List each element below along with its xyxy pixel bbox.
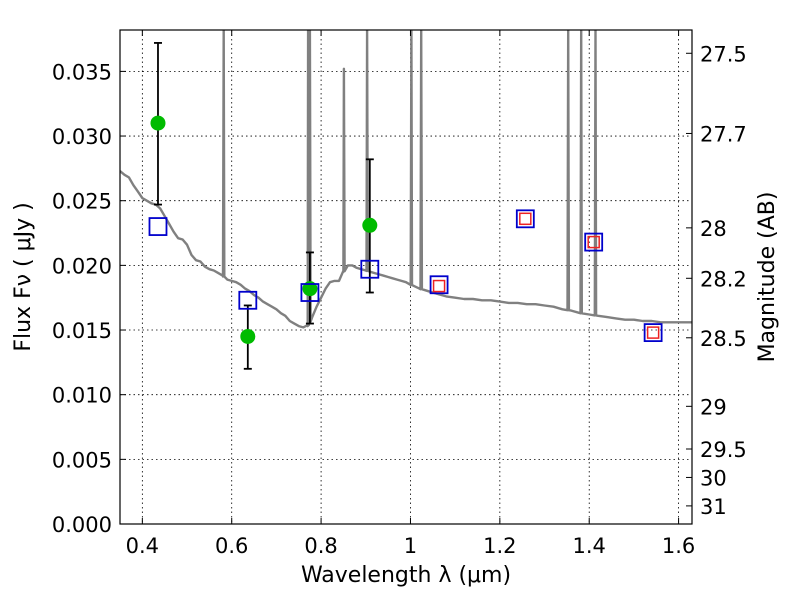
x-axis-label: Wavelength λ (μm) — [301, 563, 511, 588]
y-tick-label: 0.000 — [52, 513, 112, 537]
model-photometry-square — [148, 217, 168, 236]
model-photometry-square — [643, 323, 663, 343]
y-tick-label: 0.030 — [52, 125, 112, 149]
model-photometry-square — [360, 259, 380, 279]
y-tick-label: 0.010 — [52, 384, 112, 408]
y-tick-label: 0.035 — [52, 60, 112, 84]
plot-frame — [119, 29, 693, 525]
plot-content — [120, 30, 692, 370]
right-tick-label: 29.5 — [700, 438, 747, 462]
sed-model — [120, 30, 692, 329]
right-tick-label: 27.7 — [700, 122, 747, 146]
right-tick-label: 27.5 — [700, 42, 747, 66]
x-tick-label: 0.6 — [215, 534, 248, 558]
right-tick-label: 31 — [700, 495, 727, 519]
observed-flux-point — [362, 217, 378, 233]
y-tick-label: 0.005 — [52, 448, 112, 472]
x-tick-label: 0.4 — [126, 534, 159, 558]
model-photometry-square — [429, 275, 449, 295]
model-photometry-square-red — [646, 326, 660, 339]
model-photometry-square-red — [519, 212, 532, 226]
y-tick-label: 0.015 — [52, 319, 112, 343]
axis-ticks: 0.4 0.6 0.8 1 1.2 1.4 1.6 0.000 0.005 0.010 0.015 0… — [52, 30, 747, 558]
sed-model-line — [120, 30, 692, 329]
x-tick-label: 0.8 — [304, 534, 337, 558]
model-photometry-square — [300, 283, 320, 302]
data-series — [148, 42, 663, 370]
y-axis-right-label: Magnitude (AB) — [755, 192, 780, 363]
model-photometry-square-red — [432, 279, 446, 293]
y-tick-label: 0.025 — [52, 190, 112, 214]
x-tick-label: 1 — [404, 534, 417, 558]
model-photometry-square — [515, 209, 535, 229]
observed-flux-point — [150, 115, 166, 131]
right-tick-label: 28.5 — [700, 327, 747, 351]
right-tick-label: 29 — [700, 395, 727, 419]
model-photometry-square — [584, 232, 604, 252]
right-tick-label: 30 — [700, 466, 727, 490]
right-tick-label: 28.2 — [700, 267, 747, 291]
x-tick-label: 1.4 — [573, 534, 606, 558]
right-tick-label: 28 — [700, 217, 727, 241]
y-tick-label: 0.020 — [52, 254, 112, 278]
model-photometry-square-red — [587, 235, 600, 249]
x-tick-label: 1.2 — [483, 534, 516, 558]
observed-flux-point — [240, 328, 256, 344]
y-axis-label: Flux Fν ( μJy ) — [11, 202, 36, 351]
x-tick-label: 1.6 — [662, 534, 695, 558]
model-photometry-square — [238, 290, 258, 310]
